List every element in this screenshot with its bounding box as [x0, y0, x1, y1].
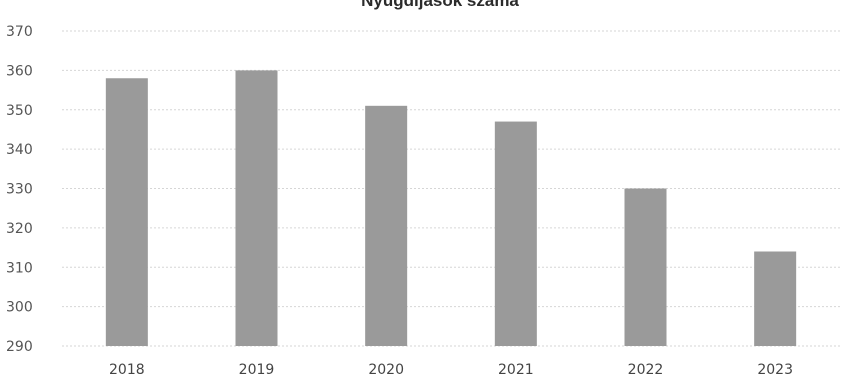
y-tick-label: 300 — [6, 300, 33, 316]
y-axis-ticks: 370 360 350 340 330 320 310 300 290 — [6, 24, 33, 355]
bar-2018 — [105, 78, 148, 346]
y-tick-label: 320 — [6, 221, 33, 237]
y-tick-label: 370 — [6, 24, 33, 40]
gridlines — [62, 30, 840, 347]
chart-title: Nyugdíjasok száma — [361, 0, 519, 10]
y-tick-label: 350 — [6, 103, 33, 119]
bar-2020 — [365, 105, 408, 346]
y-tick-label: 330 — [6, 182, 33, 198]
y-tick-label: 340 — [6, 142, 33, 158]
y-tick-label: 310 — [6, 260, 33, 276]
x-tick-label: 2021 — [498, 362, 534, 378]
bar-2021 — [494, 121, 537, 346]
y-tick-label: 360 — [6, 63, 33, 79]
x-tick-label: 2022 — [628, 362, 664, 378]
x-tick-label: 2020 — [368, 362, 404, 378]
bar-2022 — [624, 188, 667, 346]
x-tick-label: 2019 — [239, 362, 275, 378]
x-tick-label: 2018 — [109, 362, 145, 378]
bar-2023 — [754, 251, 797, 346]
x-tick-label: 2023 — [757, 362, 793, 378]
x-axis-ticks: 2018 2019 2020 2021 2022 2023 — [109, 362, 793, 378]
y-tick-label: 290 — [6, 339, 33, 355]
bars — [105, 70, 797, 346]
bar-2019 — [235, 70, 278, 346]
